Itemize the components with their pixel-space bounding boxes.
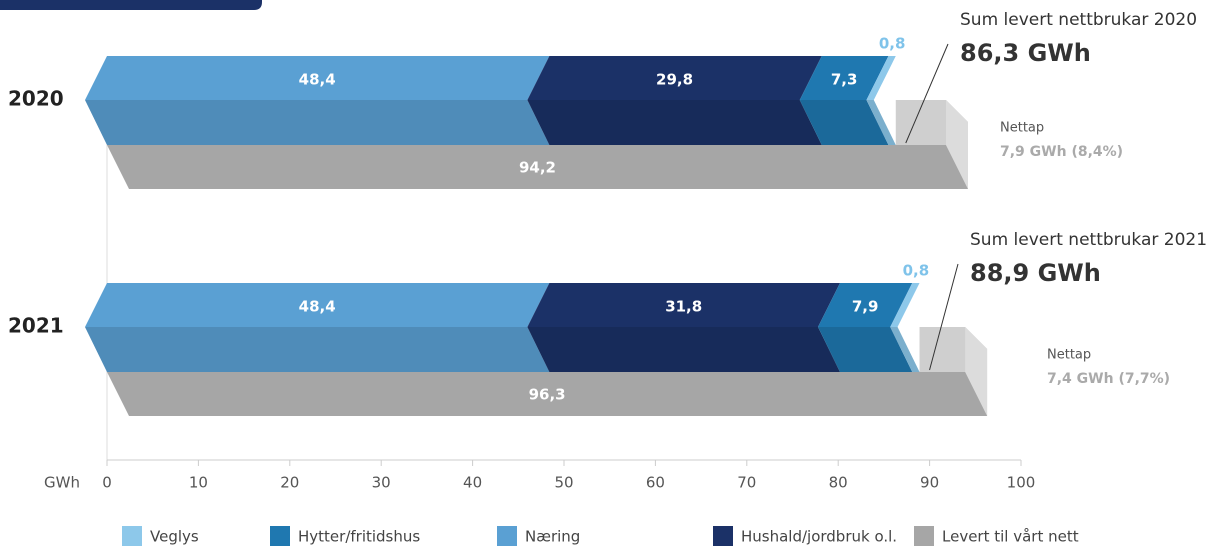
leader-line (929, 263, 959, 371)
x-tick-label: 0 (102, 474, 112, 492)
x-tick-label: 90 (920, 474, 939, 492)
legend-swatch (713, 526, 733, 546)
value-label: 0,8 (879, 35, 906, 53)
value-label: 7,9 (852, 298, 879, 316)
loss-title: Nettap (1047, 348, 1091, 363)
value-label: 96,3 (529, 386, 566, 404)
leader-line (905, 43, 949, 144)
x-tick-label: 30 (372, 474, 391, 492)
loss-value: 7,4 GWh (7,7%) (1047, 371, 1170, 387)
bar-segment (866, 56, 896, 145)
bar-bottom-face (527, 100, 822, 145)
bar-top-face (85, 56, 550, 100)
bar-top-face (527, 56, 822, 100)
bar-bottom-face (85, 100, 550, 145)
bar-bottom-face (85, 327, 550, 372)
bar-segment (85, 283, 550, 372)
legend-label: Hushald/jordbruk o.l. (741, 528, 897, 546)
value-label: 29,8 (656, 71, 693, 89)
bar-segment (527, 56, 822, 145)
bar-segment (527, 283, 841, 372)
x-tick-label: 40 (463, 474, 482, 492)
bar-segment (85, 56, 550, 145)
legend-swatch (122, 526, 142, 546)
bar-bottom-face (527, 327, 841, 372)
x-tick-label: 20 (280, 474, 299, 492)
bar-top-face (866, 56, 896, 100)
legend-label: Næring (525, 528, 580, 546)
bar-shade (799, 100, 889, 145)
bar-shade (527, 327, 841, 372)
legend-swatch (497, 526, 517, 546)
bar-segment (799, 56, 889, 145)
bar-segment (818, 283, 913, 372)
bar-segment (890, 283, 920, 372)
loss-block-side (965, 327, 988, 416)
value-label: 48,4 (299, 71, 336, 89)
bar-top-face (818, 283, 913, 327)
bar-shade (818, 327, 913, 372)
loss-value: 7,9 GWh (8,4%) (1000, 144, 1123, 160)
x-axis-label: GWh (44, 474, 80, 492)
legend-swatch (914, 526, 934, 546)
bar-top-face (799, 56, 889, 100)
value-label: 0,8 (903, 262, 930, 280)
bar-shade (527, 100, 822, 145)
bar-shade (866, 100, 896, 145)
bar-bottom-face (866, 100, 896, 145)
legend-swatch (270, 526, 290, 546)
header-tab (0, 0, 262, 10)
loss-block-side (945, 100, 968, 189)
bar-bottom-face (799, 100, 889, 145)
legend-label: Veglys (150, 528, 199, 546)
bar-bottom-face (818, 327, 913, 372)
annotation-title: Sum levert nettbrukar 2020 (960, 10, 1197, 30)
category-label: 2021 (8, 314, 64, 338)
value-label: 48,4 (299, 298, 336, 316)
bar-shade (890, 327, 920, 372)
loss-title: Nettap (1000, 121, 1044, 136)
category-label: 2020 (8, 87, 64, 111)
bar-shade (85, 100, 550, 145)
x-tick-label: 10 (189, 474, 208, 492)
bar-shade (85, 327, 550, 372)
annotation-value: 88,9 GWh (970, 259, 1101, 287)
x-tick-label: 80 (829, 474, 848, 492)
value-label: 31,8 (665, 298, 702, 316)
annotation-title: Sum levert nettbrukar 2021 (970, 230, 1207, 250)
bar-top-face (527, 283, 841, 327)
total-bar (107, 372, 988, 416)
bar-top-face (890, 283, 920, 327)
bar-top-face (85, 283, 550, 327)
legend-label: Levert til vårt nett (942, 528, 1079, 546)
value-label: 7,3 (831, 71, 858, 89)
annotation-value: 86,3 GWh (960, 39, 1091, 67)
x-tick-label: 60 (646, 474, 665, 492)
x-tick-label: 50 (554, 474, 573, 492)
bar-bottom-face (890, 327, 920, 372)
legend-label: Hytter/fritidshus (298, 528, 420, 546)
total-bar (107, 145, 968, 189)
value-label: 94,2 (519, 159, 556, 177)
x-tick-label: 100 (1007, 474, 1036, 492)
x-tick-label: 70 (737, 474, 756, 492)
